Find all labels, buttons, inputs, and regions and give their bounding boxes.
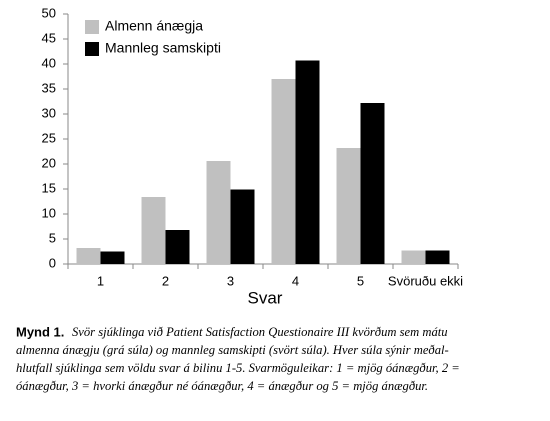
- x-tick-label: Svöruðu ekki: [388, 273, 463, 288]
- x-tick-label: 5: [357, 273, 364, 288]
- y-tick-label: 5: [49, 230, 56, 245]
- bar: [230, 189, 255, 264]
- caption-line: Svör sjúklinga við Patient Satisfaction …: [72, 325, 448, 339]
- legend-label: Almenn ánægja: [105, 18, 203, 34]
- y-tick-label: 20: [42, 155, 56, 170]
- y-tick-label: 50: [42, 5, 56, 20]
- y-tick-label: 45: [42, 30, 56, 45]
- caption-line: hlutfall sjúklinga sem völdu svar á bili…: [16, 361, 460, 375]
- y-tick-label: 15: [42, 180, 56, 195]
- y-tick-label: 0: [49, 255, 56, 270]
- bar: [336, 148, 361, 264]
- x-tick-label: 1: [97, 273, 104, 288]
- y-tick-label: 40: [42, 55, 56, 70]
- bar: [360, 103, 385, 264]
- caption-label: Mynd 1.: [16, 324, 64, 339]
- y-tick-label: 30: [42, 105, 56, 120]
- x-axis-label: Svar: [248, 288, 283, 307]
- y-tick-label: 25: [42, 130, 56, 145]
- bar: [100, 251, 125, 264]
- legend-swatch: [85, 42, 99, 56]
- x-tick-label: 3: [227, 273, 234, 288]
- bar: [206, 161, 231, 264]
- bar: [271, 79, 296, 264]
- y-tick-label: 35: [42, 80, 56, 95]
- bar: [401, 250, 426, 264]
- legend-swatch: [85, 20, 99, 34]
- y-tick-label: 10: [42, 205, 56, 220]
- x-tick-label: 4: [292, 273, 299, 288]
- x-tick-label: 2: [162, 273, 169, 288]
- caption-line: almenna ánægju (grá súla) og mannleg sam…: [16, 343, 449, 357]
- bar: [76, 248, 101, 264]
- caption-line: óánægður, 3 = hvorki ánægður né óánægður…: [16, 379, 428, 393]
- bar: [165, 230, 190, 264]
- legend-label: Mannleg samskipti: [105, 40, 221, 56]
- bar: [295, 60, 320, 264]
- bar: [141, 197, 166, 264]
- bar: [425, 250, 450, 264]
